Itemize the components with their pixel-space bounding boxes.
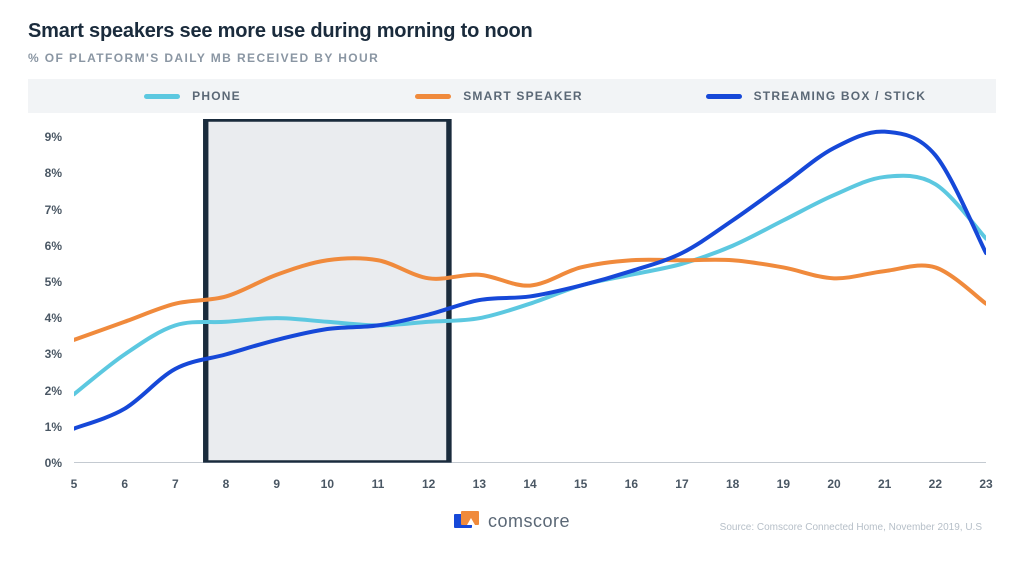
footer: comscore Source: Comscore Connected Home… [28, 503, 996, 539]
y-tick-label: 9% [45, 130, 62, 144]
y-tick-label: 5% [45, 275, 62, 289]
y-tick-label: 3% [45, 347, 62, 361]
legend-item: PHONE [144, 89, 241, 103]
x-tick-label: 8 [223, 477, 230, 491]
x-tick-label: 20 [827, 477, 840, 491]
x-tick-label: 6 [121, 477, 128, 491]
x-tick-label: 9 [273, 477, 280, 491]
x-tick-label: 7 [172, 477, 179, 491]
x-tick-label: 18 [726, 477, 739, 491]
y-axis-labels: 0%1%2%3%4%5%6%7%8%9% [28, 119, 68, 463]
plot-area [74, 119, 986, 463]
y-tick-label: 8% [45, 166, 62, 180]
y-tick-label: 4% [45, 311, 62, 325]
x-tick-label: 19 [777, 477, 790, 491]
legend-label: STREAMING BOX / STICK [754, 89, 927, 103]
y-tick-label: 6% [45, 239, 62, 253]
x-tick-label: 11 [372, 477, 385, 491]
x-axis-labels: 567891011121314151617181920212223 [74, 469, 986, 499]
legend-swatch-icon [706, 94, 742, 99]
chart-title: Smart speakers see more use during morni… [28, 20, 996, 43]
chart-area: 0% 1% 2% 3% 4% 5% 6% 7% 8% 9% 5 6 7 8 9 10 11 12 13 14 15 16… [28, 119, 996, 499]
legend-item: STREAMING BOX / STICK [706, 89, 927, 103]
legend-item: SMART SPEAKER [415, 89, 583, 103]
x-tick-label: 22 [929, 477, 942, 491]
x-tick-label: 12 [422, 477, 435, 491]
x-tick-label: 21 [878, 477, 891, 491]
x-tick-label: 23 [979, 477, 992, 491]
x-tick-label: 14 [523, 477, 536, 491]
legend-swatch-icon [144, 94, 180, 99]
x-tick-label: 13 [473, 477, 486, 491]
brand: comscore [454, 511, 570, 532]
y-tick-label: 2% [45, 384, 62, 398]
legend-label: PHONE [192, 89, 241, 103]
x-tick-label: 5 [71, 477, 78, 491]
y-tick-label: 0% [45, 456, 62, 470]
chart-subtitle: % OF PLATFORM'S DAILY MB RECEIVED BY HOU… [28, 51, 996, 65]
legend: PHONE SMART SPEAKER STREAMING BOX / STICK [28, 79, 996, 113]
brand-name: comscore [488, 511, 570, 532]
brand-logo-icon [454, 511, 480, 531]
source-text: Source: Comscore Connected Home, Novembe… [720, 522, 982, 533]
x-tick-label: 15 [574, 477, 587, 491]
x-tick-label: 17 [675, 477, 688, 491]
y-tick-label: 7% [45, 203, 62, 217]
y-tick-label: 1% [45, 420, 62, 434]
x-tick-label: 10 [321, 477, 334, 491]
legend-swatch-icon [415, 94, 451, 99]
x-tick-label: 16 [625, 477, 638, 491]
legend-label: SMART SPEAKER [463, 89, 583, 103]
